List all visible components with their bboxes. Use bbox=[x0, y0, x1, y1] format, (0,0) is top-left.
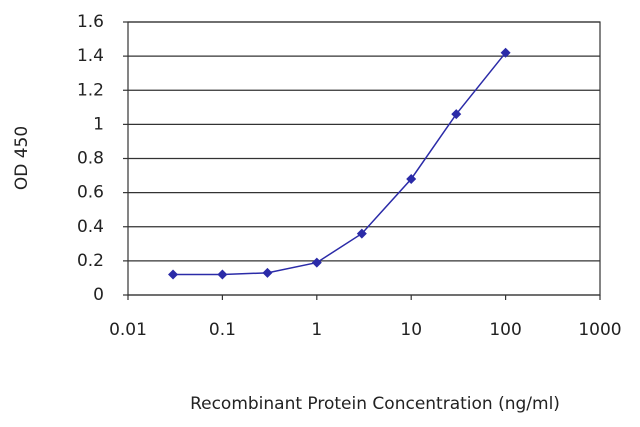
data-point bbox=[356, 228, 367, 239]
y-tick-label: 1.2 bbox=[77, 80, 104, 100]
x-axis-label: Recombinant Protein Concentration (ng/ml… bbox=[190, 394, 560, 414]
x-tick-label: 0.01 bbox=[109, 320, 147, 340]
x-tick-label: 0.1 bbox=[209, 320, 236, 340]
y-tick-label: 0.6 bbox=[77, 183, 104, 203]
data-point bbox=[217, 269, 228, 280]
x-tick-label: 1 bbox=[311, 320, 322, 340]
data-point bbox=[406, 173, 417, 184]
data-point bbox=[500, 47, 511, 58]
y-tick-label: 1.6 bbox=[77, 12, 104, 32]
y-tick-label: 0 bbox=[93, 285, 104, 305]
y-tick-label: 0.8 bbox=[77, 149, 104, 169]
data-line bbox=[173, 52, 507, 276]
y-tick-label: 1 bbox=[93, 114, 104, 134]
x-tick-label: 10 bbox=[400, 320, 422, 340]
y-tick-label: 0.2 bbox=[77, 251, 104, 271]
data-point bbox=[168, 269, 179, 280]
y-tick-label: 1.4 bbox=[77, 46, 104, 66]
x-tick-label: 1000 bbox=[578, 320, 621, 340]
data-point bbox=[262, 267, 273, 278]
x-tick-label: 100 bbox=[489, 320, 521, 340]
data-point bbox=[451, 109, 462, 120]
y-tick-label: 0.4 bbox=[77, 217, 104, 237]
data-point bbox=[311, 257, 322, 268]
y-axis-label: OD 450 bbox=[12, 126, 32, 190]
